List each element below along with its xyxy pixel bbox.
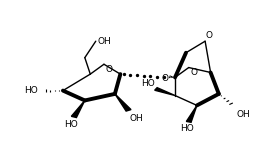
Text: HO: HO [64,120,78,129]
Text: HO: HO [25,86,38,95]
Text: O: O [105,65,112,74]
Text: O: O [162,74,169,83]
Polygon shape [186,105,197,122]
Text: HO: HO [141,79,155,88]
Text: OH: OH [130,114,144,123]
Text: OH: OH [97,37,111,46]
Text: HO: HO [181,124,194,133]
Polygon shape [71,100,85,118]
Text: OH: OH [237,110,250,118]
Polygon shape [115,94,131,111]
Text: O: O [190,68,197,77]
Polygon shape [155,88,175,96]
Text: O: O [206,31,213,39]
